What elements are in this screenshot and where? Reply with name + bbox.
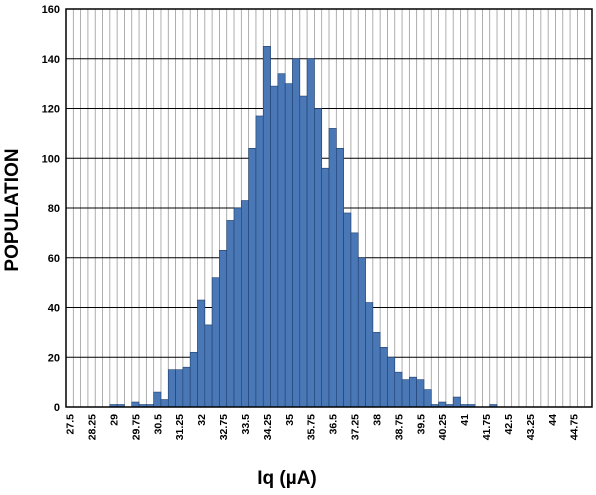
histogram-bar xyxy=(248,148,257,408)
histogram-bar xyxy=(343,212,352,408)
histogram-bar xyxy=(262,46,271,408)
y-tick-label: 60 xyxy=(48,253,60,265)
histogram-bar xyxy=(401,379,410,408)
histogram-bar xyxy=(197,299,206,408)
histogram-bar xyxy=(328,128,337,408)
y-tick-label: 20 xyxy=(48,352,60,364)
x-tick-label: 35 xyxy=(284,414,296,426)
x-tick-label: 37.25 xyxy=(350,414,362,440)
histogram-bar xyxy=(394,371,403,408)
histogram-bar xyxy=(284,83,293,408)
x-tick-label: 40.25 xyxy=(437,414,449,440)
x-tick-label: 34.25 xyxy=(262,414,274,440)
histogram-bar xyxy=(357,257,366,408)
x-tick-label: 31.25 xyxy=(174,414,186,440)
histogram-bar xyxy=(387,356,396,408)
y-tick-label: 120 xyxy=(42,104,60,116)
histogram-bar xyxy=(255,115,264,408)
histogram-bar xyxy=(226,220,235,408)
histogram-bar xyxy=(365,302,374,408)
histogram-bar xyxy=(416,379,425,408)
histogram-bar xyxy=(153,391,162,408)
histogram-bar xyxy=(160,399,169,408)
x-axis-ticks: 27.5 28.25 29 29.75 30.5 31.25 32 32.75 33.5 34.2… xyxy=(65,414,581,440)
x-tick-label: 38 xyxy=(371,414,383,426)
histogram-bar xyxy=(219,249,228,408)
x-tick-label: 29 xyxy=(108,414,120,426)
x-tick-label: 32 xyxy=(196,414,208,426)
y-tick-label: 100 xyxy=(42,153,60,165)
histogram-bar xyxy=(182,366,191,408)
x-tick-label: 39.5 xyxy=(415,414,427,435)
histogram-bar xyxy=(204,324,213,408)
x-tick-label: 41.75 xyxy=(481,414,493,440)
histogram-bar xyxy=(350,232,359,408)
y-axis-ticks: 0 20 40 60 80 100 120 140 160 xyxy=(42,4,60,414)
x-tick-label: 29.75 xyxy=(130,414,142,440)
y-tick-label: 0 xyxy=(54,402,60,414)
histogram-bar xyxy=(336,148,344,408)
x-tick-label: 42.5 xyxy=(503,414,515,435)
x-tick-label: 44 xyxy=(547,414,559,426)
x-tick-label: 30.5 xyxy=(152,414,164,435)
histogram-bar xyxy=(167,369,176,408)
histogram-bar xyxy=(233,207,242,408)
histogram-bar xyxy=(409,376,417,408)
x-tick-label: 41 xyxy=(459,414,471,426)
histogram-bar xyxy=(277,73,286,408)
x-tick-label: 43.25 xyxy=(525,414,537,440)
x-tick-label: 27.5 xyxy=(65,414,77,435)
x-axis-title: Iq (µA) xyxy=(257,468,317,489)
y-tick-label: 80 xyxy=(48,203,60,215)
x-tick-label: 38.75 xyxy=(393,414,405,440)
histogram-bar xyxy=(189,351,198,408)
histogram-bar xyxy=(211,277,220,408)
histogram-bar xyxy=(241,200,249,408)
histogram-bar xyxy=(314,108,322,408)
y-tick-label: 40 xyxy=(48,303,60,315)
y-tick-label: 140 xyxy=(42,54,60,66)
x-tick-label: 28.25 xyxy=(87,414,99,440)
x-tick-label: 44.75 xyxy=(569,414,581,440)
histogram-bar xyxy=(452,396,461,408)
y-axis-title: POPULATION xyxy=(2,148,23,271)
histogram-bar xyxy=(379,346,388,408)
histogram-bar xyxy=(423,389,432,408)
x-tick-label: 32.75 xyxy=(218,414,230,440)
histogram-bar xyxy=(292,58,301,408)
histogram-bar xyxy=(306,58,315,408)
histogram-bar xyxy=(175,369,184,408)
plot-frame xyxy=(65,8,593,408)
x-tick-label: 35.75 xyxy=(306,414,318,440)
x-tick-label: 36.5 xyxy=(328,414,340,435)
x-tick-label: 33.5 xyxy=(240,414,252,435)
histogram-bar xyxy=(270,85,279,408)
histogram-bar xyxy=(321,167,330,408)
y-tick-label: 160 xyxy=(42,4,60,16)
histogram-bar xyxy=(299,95,308,408)
histogram-bar xyxy=(372,332,381,408)
